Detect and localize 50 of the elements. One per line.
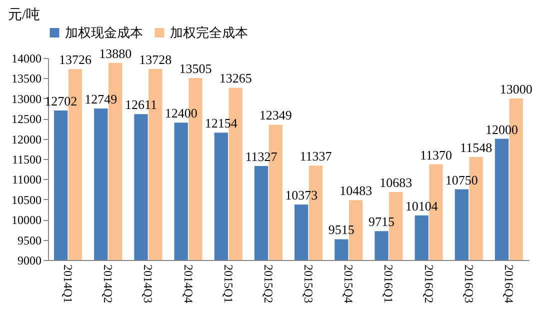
data-label: 10750 [445,172,478,188]
data-label: 13728 [139,52,172,67]
y-tick-label: 13500 [12,72,42,86]
x-tick-label: 2015Q1 [221,264,236,304]
y-tick-label: 11500 [12,152,42,166]
data-label: 12611 [125,97,158,112]
x-tick-label: 2016Q3 [462,264,476,304]
x-tick-label: 2014Q1 [61,264,76,304]
data-label: 10483 [340,183,372,198]
y-tick-label: 9500 [18,233,42,248]
y-tick-label: 10500 [12,192,42,207]
data-label: 13726 [58,52,92,68]
y-tick-label: 9000 [18,254,42,268]
data-label: 12702 [44,93,78,108]
data-label: 13880 [99,46,132,61]
y-tick-label: 12500 [12,112,42,126]
data-label: 10373 [285,188,318,203]
x-tick-label: 2014Q4 [181,264,196,304]
x-tick-label: 2016Q1 [382,264,396,304]
legend-label: 加权现金成本 [65,24,143,40]
data-label: 12400 [164,106,198,121]
data-label: 10104 [405,198,438,214]
data-label: 11337 [300,148,332,164]
data-label: 9515 [328,222,354,238]
x-tick-label: 2015Q2 [261,264,276,304]
data-label: 10683 [380,175,412,190]
x-tick-label: 2014Q3 [141,264,156,304]
data-label: 13265 [219,70,252,86]
data-label: 12000 [486,122,518,137]
x-tick-label: 2015Q3 [302,264,316,304]
data-label: 13000 [500,81,532,96]
y-tick-label: 11000 [12,172,42,187]
data-label: 12154 [204,116,238,131]
y-tick-label: 14000 [12,52,42,66]
data-label: 13505 [179,61,212,76]
data-label: 11548 [460,140,492,156]
y-tick-label: 13000 [12,92,42,106]
x-tick-label: 2016Q4 [502,264,516,304]
y-tick-label: 12000 [12,132,42,146]
data-label: 11327 [245,148,278,164]
x-tick-label: 2015Q4 [342,264,356,304]
x-tick-label: 2016Q2 [422,264,436,304]
y-tick-label: 10000 [12,213,42,228]
y-axis-title: 元/吨 [8,7,40,23]
data-label: 12749 [84,92,118,107]
x-tick-label: 2014Q2 [101,264,116,304]
data-label: 12349 [259,108,292,123]
legend-label: 加权完全成本 [170,24,248,40]
data-label: 11370 [420,147,452,162]
data-label: 9715 [368,214,395,230]
